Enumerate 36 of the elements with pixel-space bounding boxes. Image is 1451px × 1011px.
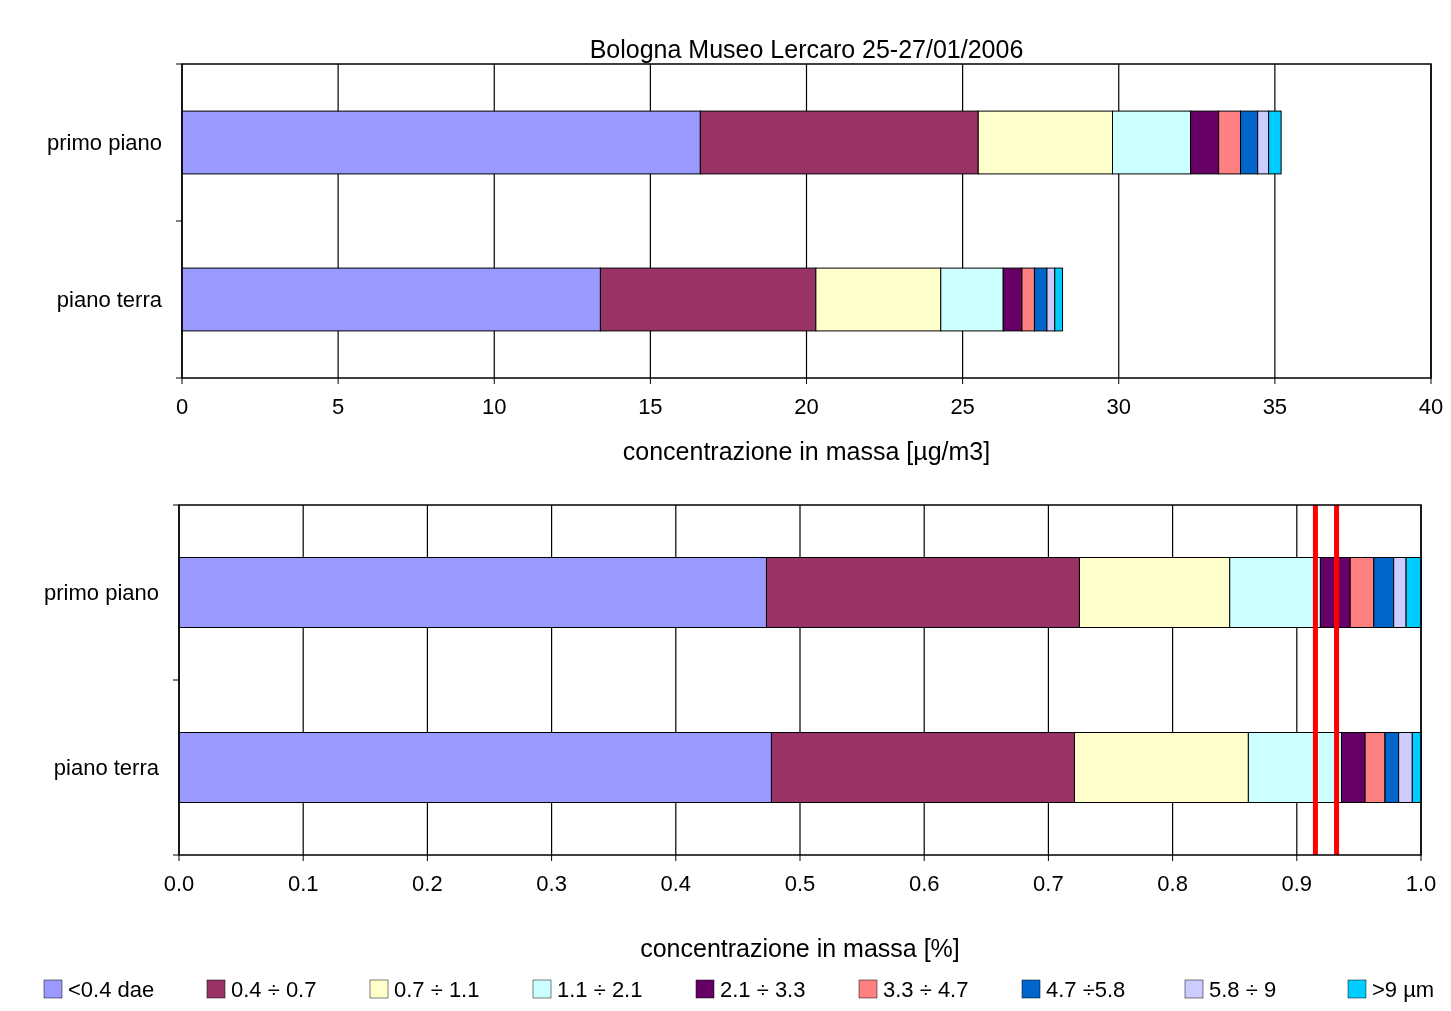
y-tick-label: primo piano xyxy=(44,580,159,606)
x-tick-label: 35 xyxy=(1262,394,1288,419)
x-tick-label: 0.3 xyxy=(536,871,567,896)
x-tick-label: 40 xyxy=(1418,394,1444,419)
x-tick-label: 0.7 xyxy=(1033,871,1064,896)
x-tick-label: 0.1 xyxy=(287,871,319,896)
x-tick-label: 0 xyxy=(175,394,189,419)
x-tick-label: 15 xyxy=(638,394,663,419)
y-tick-label: primo piano xyxy=(47,130,162,156)
x-tick-label: 0.5 xyxy=(784,871,816,896)
legend-label: 0.4 ÷ 0.7 xyxy=(231,977,317,1002)
x-axis-title: concentrazione in massa [µg/m3] xyxy=(622,437,991,465)
x-tick-label: 0.9 xyxy=(1281,871,1313,896)
x-tick-label: 30 xyxy=(1106,394,1131,419)
x-tick-label: 5 xyxy=(332,394,345,419)
chart-title: Bologna Museo Lercaro 25-27/01/2006 xyxy=(589,35,1024,63)
x-tick-label: 25 xyxy=(950,394,975,419)
y-tick-label: piano terra xyxy=(56,287,163,313)
legend-label: >9 µm xyxy=(1372,977,1435,1002)
x-tick-label: 0.8 xyxy=(1157,871,1188,896)
x-tick-label: 0.4 xyxy=(660,871,692,896)
legend-label: 5.8 ÷ 9 xyxy=(1209,977,1277,1002)
x-axis-title: concentrazione in massa [%] xyxy=(640,934,960,962)
x-tick-label: 10 xyxy=(482,394,507,419)
legend-label: 1.1 ÷ 2.1 xyxy=(557,977,643,1002)
x-tick-label: 20 xyxy=(794,394,819,419)
x-tick-label: 0.0 xyxy=(163,871,195,896)
x-tick-label: 0.6 xyxy=(908,871,940,896)
x-tick-label: 0.2 xyxy=(412,871,443,896)
legend-label: 3.3 ÷ 4.7 xyxy=(883,977,969,1002)
legend-label: 0.7 ÷ 1.1 xyxy=(394,977,480,1002)
legend-label: <0.4 dae xyxy=(68,977,155,1002)
y-tick-label: piano terra xyxy=(53,755,160,781)
legend-label: 4.7 ÷5.8 xyxy=(1046,977,1126,1002)
x-tick-label: 1.0 xyxy=(1405,871,1437,896)
legend-label: 2.1 ÷ 3.3 xyxy=(720,977,806,1002)
